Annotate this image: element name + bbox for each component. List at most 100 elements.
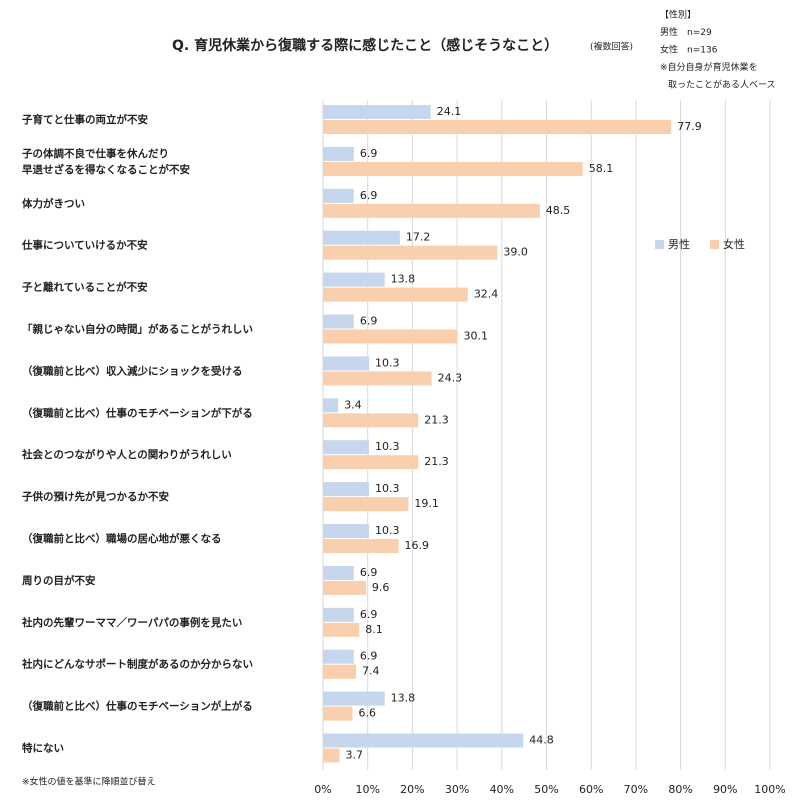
value-label: 16.9 <box>405 539 430 552</box>
value-label: 7.4 <box>362 665 380 678</box>
value-label: 24.1 <box>437 105 462 118</box>
category-label: （復職前と比べ）職場の居心地が悪くなる <box>22 532 222 545</box>
value-label: 6.9 <box>360 650 378 663</box>
x-tick-label: 20% <box>400 783 424 796</box>
category-label: 社内にどんなサポート制度があるのか分からない <box>21 658 253 671</box>
bar <box>323 649 354 664</box>
legend-label: 男性 <box>668 237 690 251</box>
note: 取ったことがある人ベース <box>668 79 776 91</box>
bar <box>323 272 385 287</box>
category-label: 社内の先輩ワーママ／ワーパパの事例を見たい <box>21 616 242 629</box>
value-label: 10.3 <box>375 356 400 369</box>
x-tick-label: 0% <box>314 783 331 796</box>
bar <box>323 440 370 455</box>
x-tick-label: 50% <box>534 783 558 796</box>
bar <box>323 539 399 553</box>
chart-subtitle: (複数回答) <box>590 41 633 53</box>
value-label: 77.9 <box>677 120 702 133</box>
bar <box>323 188 354 203</box>
x-tick-label: 60% <box>579 783 603 796</box>
value-label: 8.1 <box>365 623 383 636</box>
bar <box>323 455 419 470</box>
bar <box>323 607 354 622</box>
bar <box>323 398 339 413</box>
bar <box>323 329 458 344</box>
bar <box>323 146 354 161</box>
value-label: 13.8 <box>391 692 416 705</box>
category-label: （復職前と比べ）収入減少にショックを受ける <box>22 364 243 377</box>
value-label: 44.8 <box>529 734 554 747</box>
category-label: 子と離れていることが不安 <box>22 281 148 294</box>
category-label: （復職前と比べ）仕事のモチベーションが下がる <box>22 406 253 419</box>
x-tick-label: 40% <box>490 783 514 796</box>
bar <box>323 524 370 538</box>
value-label: 6.9 <box>360 315 378 328</box>
value-label: 30.1 <box>464 330 489 343</box>
legend-swatch <box>710 240 719 249</box>
bar <box>323 120 672 134</box>
category-label: 仕事についていけるか不安 <box>21 239 148 252</box>
bar <box>323 230 400 245</box>
note: 【性別】 <box>660 9 696 21</box>
bar <box>323 691 385 706</box>
bar <box>323 748 340 763</box>
value-label: 6.9 <box>360 189 378 202</box>
note: ※自分自身が育児休業を <box>660 61 758 73</box>
value-label: 10.3 <box>375 482 400 495</box>
category-label: 周りの目が不安 <box>22 574 96 587</box>
chart-title: Q. 育児休業から復職する際に感じたこと（感じそうなこと） <box>172 37 558 54</box>
category-label: 子育てと仕事の両立が不安 <box>22 113 148 126</box>
bar <box>323 565 354 580</box>
bar <box>323 287 468 302</box>
x-tick-label: 80% <box>668 783 692 796</box>
value-label: 10.3 <box>375 524 400 537</box>
value-label: 6.9 <box>360 147 378 160</box>
bar <box>323 203 540 218</box>
value-label: 3.7 <box>346 749 364 762</box>
value-label: 32.4 <box>474 288 499 301</box>
value-label: 6.9 <box>360 608 378 621</box>
bar <box>323 497 409 512</box>
x-tick-label: 30% <box>445 783 469 796</box>
value-label: 39.0 <box>503 246 527 259</box>
category-label: 特にない <box>22 742 64 755</box>
bar <box>323 105 431 119</box>
value-label: 9.6 <box>372 581 390 594</box>
value-label: 17.2 <box>406 231 431 244</box>
x-tick-label: 90% <box>713 783 737 796</box>
value-label: 58.1 <box>589 162 614 175</box>
category-label: 子の体調不良で仕事を休んだり早退せざるを得なくなることが不安 <box>22 147 190 176</box>
category-label: 体力がきつい <box>22 197 85 210</box>
x-tick-label: 100% <box>754 783 785 796</box>
bar <box>323 580 366 595</box>
bar <box>323 706 353 721</box>
legend-label: 女性 <box>723 237 745 251</box>
value-label: 21.3 <box>424 455 449 468</box>
bar <box>323 733 524 748</box>
value-label: 24.3 <box>438 371 463 384</box>
value-label: 10.3 <box>375 440 400 453</box>
bar <box>323 413 419 428</box>
x-tick-label: 70% <box>624 783 648 796</box>
value-label: 21.3 <box>424 413 449 426</box>
bar <box>323 161 583 176</box>
x-tick-label: 10% <box>355 783 379 796</box>
footnote: ※女性の値を基準に降順並び替え <box>22 776 156 788</box>
category-label: （復職前と比べ）仕事のモチベーションが上がる <box>22 700 253 713</box>
category-label: 「親じゃない自分の時間」があることがうれしい <box>22 323 253 336</box>
category-label: 子供の預け先が見つかるか不安 <box>22 490 169 503</box>
bar <box>323 482 370 497</box>
value-label: 6.9 <box>360 566 378 579</box>
bar <box>323 314 354 329</box>
value-label: 48.5 <box>546 204 571 217</box>
bar <box>323 371 432 386</box>
value-label: 6.6 <box>359 707 377 720</box>
bar <box>323 664 357 679</box>
category-label: 社会とのつながりや人との関わりがうれしい <box>21 448 232 461</box>
note: 男性 n=29 <box>660 26 712 38</box>
legend-swatch <box>655 240 664 249</box>
note: 女性 n=136 <box>660 44 718 56</box>
bar <box>323 622 360 637</box>
bar <box>323 245 498 260</box>
